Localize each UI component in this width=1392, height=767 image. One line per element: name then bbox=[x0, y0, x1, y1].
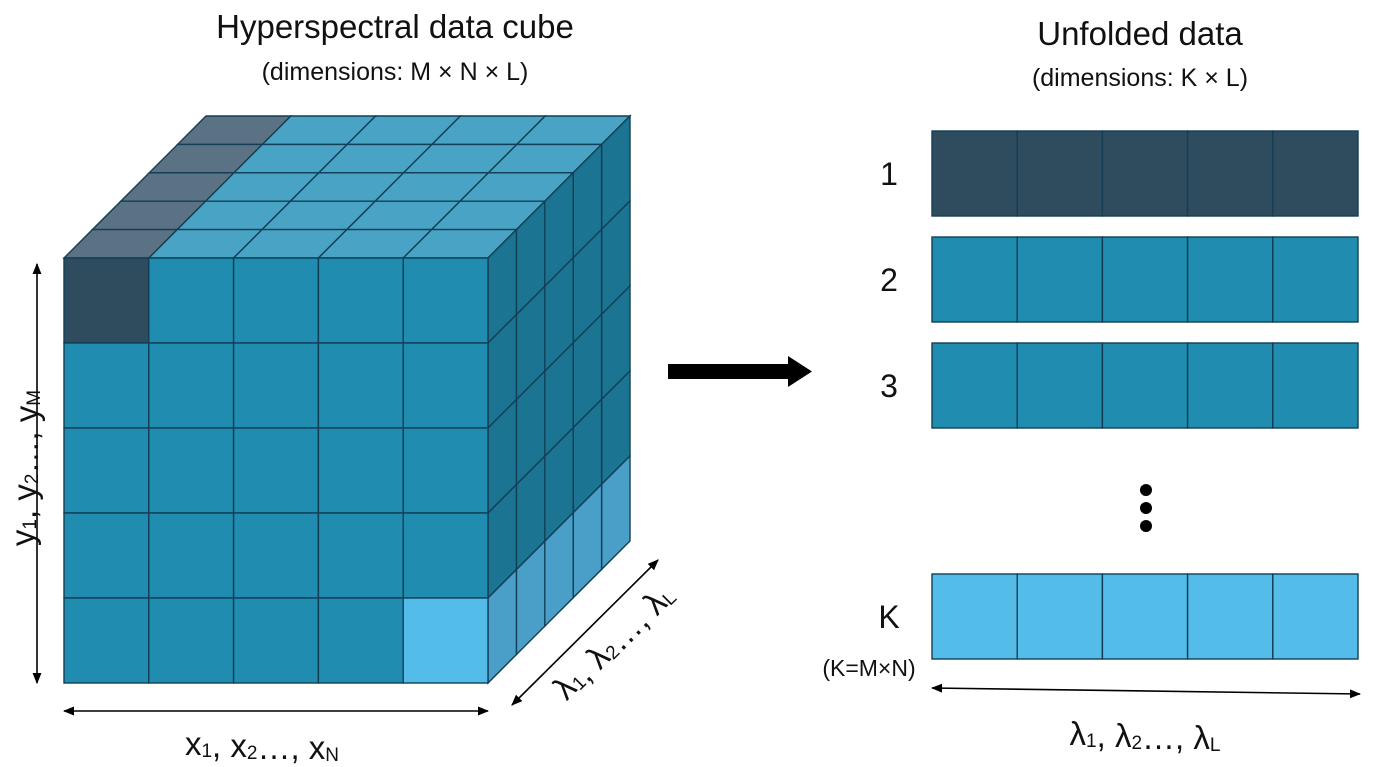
unfolded-row: K (K=M×N) bbox=[822, 573, 1359, 681]
unfolded-title: Unfolded data bbox=[1037, 15, 1243, 52]
cube-front-cell bbox=[402, 597, 489, 684]
cube-title: Hyperspectral data cube bbox=[216, 8, 574, 45]
unfolded-cell bbox=[1186, 130, 1274, 217]
unfolded-cell bbox=[931, 573, 1018, 660]
unfolded-subtitle: (dimensions: K × L) bbox=[1032, 64, 1248, 92]
cube-front-cell bbox=[232, 427, 320, 514]
y-axis-label: y1, y2…, yM bbox=[4, 390, 45, 546]
x-axis-label: x1, x2…, xN bbox=[185, 725, 339, 766]
vertical-ellipsis-icon bbox=[1140, 484, 1152, 532]
unfolded-row-label: 2 bbox=[880, 262, 898, 298]
unfolded-cell bbox=[931, 130, 1018, 217]
cube-front-cell bbox=[317, 597, 404, 684]
unfolded-cell bbox=[1272, 342, 1359, 429]
cube-front-cell bbox=[232, 512, 320, 599]
cube-front-cell bbox=[317, 427, 404, 514]
unfolded-row: 3 bbox=[880, 342, 1359, 429]
cube-front-cell bbox=[402, 512, 489, 599]
lambda-axis-arrow bbox=[511, 559, 659, 706]
cube-front-cell bbox=[148, 257, 235, 344]
cube-front-cell bbox=[63, 257, 150, 344]
unfolded-cell bbox=[1101, 130, 1189, 217]
unfolded-lambda-arrow bbox=[930, 683, 1362, 699]
cube-front-cell bbox=[148, 427, 235, 514]
cube-front-cell bbox=[232, 342, 320, 429]
cube-front-cell bbox=[317, 342, 404, 429]
data-cube bbox=[62, 114, 632, 685]
unfolded-cell bbox=[931, 342, 1018, 429]
cube-front-cell bbox=[232, 597, 320, 684]
unfolded-cell bbox=[1186, 236, 1274, 323]
unfolded-cell bbox=[1186, 342, 1274, 429]
unfolded-row: 1 bbox=[880, 130, 1359, 217]
unfolded-cell bbox=[1016, 236, 1104, 323]
cube-subtitle: (dimensions: M × N × L) bbox=[262, 58, 529, 86]
unfolded-cell bbox=[1186, 573, 1274, 660]
cube-front-cell bbox=[63, 597, 150, 684]
unfolded-lambda-label: λ1, λ2…, λL bbox=[1070, 715, 1221, 756]
unfolded-row-note: (K=M×N) bbox=[822, 655, 915, 681]
cube-front-cell bbox=[402, 342, 489, 429]
unfolded-row-label: K bbox=[878, 599, 899, 635]
unfolded-cell bbox=[1016, 130, 1104, 217]
right-arrow-icon bbox=[668, 356, 812, 387]
unfolded-cell bbox=[1101, 236, 1189, 323]
unfolded-cell bbox=[1101, 342, 1189, 429]
cube-front-cell bbox=[317, 512, 404, 599]
unfolded-row-label: 3 bbox=[880, 368, 898, 404]
unfolded-cell bbox=[931, 236, 1018, 323]
cube-front-cell bbox=[148, 512, 235, 599]
cube-front-cell bbox=[63, 342, 150, 429]
cube-front-cell bbox=[402, 257, 489, 344]
unfolded-cell bbox=[1272, 573, 1359, 660]
cube-front-cell bbox=[148, 342, 235, 429]
cube-front-cell bbox=[402, 427, 489, 514]
cube-front-cell bbox=[63, 427, 150, 514]
unfolded-cell bbox=[1016, 342, 1104, 429]
unfolded-cell bbox=[1016, 573, 1104, 660]
unfolded-cell bbox=[1272, 236, 1359, 323]
unfolded-row: 2 bbox=[880, 236, 1359, 323]
unfolded-cell bbox=[1272, 130, 1359, 217]
cube-front-cell bbox=[317, 257, 404, 344]
cube-front-cell bbox=[148, 597, 235, 684]
cube-front-cell bbox=[232, 257, 320, 344]
unfolded-cell bbox=[1101, 573, 1189, 660]
unfolded-row-label: 1 bbox=[880, 156, 898, 192]
cube-front-cell bbox=[63, 512, 150, 599]
unfolded-rows: 1 2 3 K (K=M×N) bbox=[822, 130, 1359, 681]
